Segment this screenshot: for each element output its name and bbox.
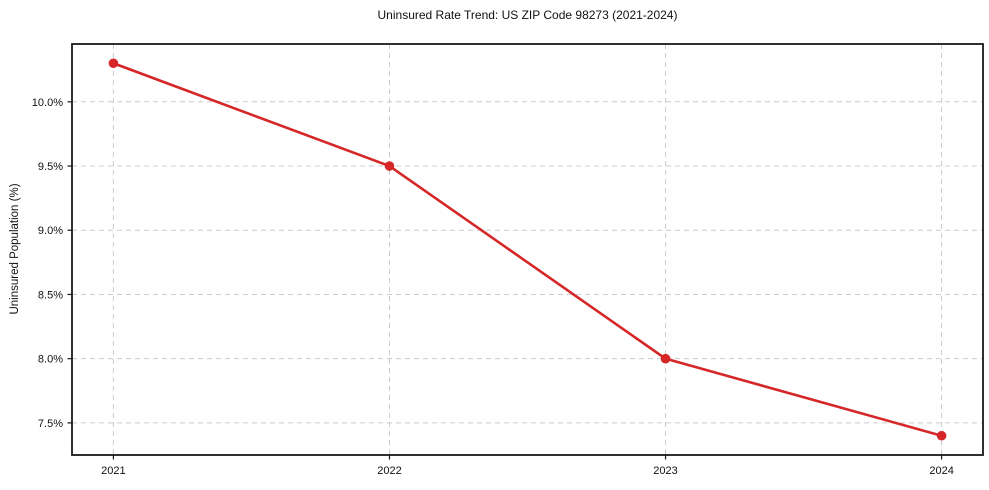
plot-border [71, 43, 984, 456]
trend-line [112, 61, 943, 438]
data-point-marker [384, 161, 395, 171]
x-tick-label: 2023 [653, 465, 677, 477]
x-tick-label: 2022 [377, 465, 401, 477]
y-tick-label: 7.5% [38, 418, 63, 430]
y-tick-label: 9.5% [38, 161, 63, 173]
data-point-marker [108, 58, 119, 69]
y-tick-label: 9.0% [38, 225, 63, 237]
chart-title: Uninsured Rate Trend: US ZIP Code 98273 … [377, 8, 678, 22]
x-tick-label: 2024 [929, 465, 953, 477]
data-point-marker [660, 353, 671, 364]
y-tick-label: 8.5% [38, 289, 63, 301]
x-tick-label: 2021 [101, 465, 125, 477]
y-tick-label: 8.0% [38, 354, 63, 366]
data-point-marker [936, 430, 947, 441]
y-tick-label: 10.0% [32, 97, 63, 109]
